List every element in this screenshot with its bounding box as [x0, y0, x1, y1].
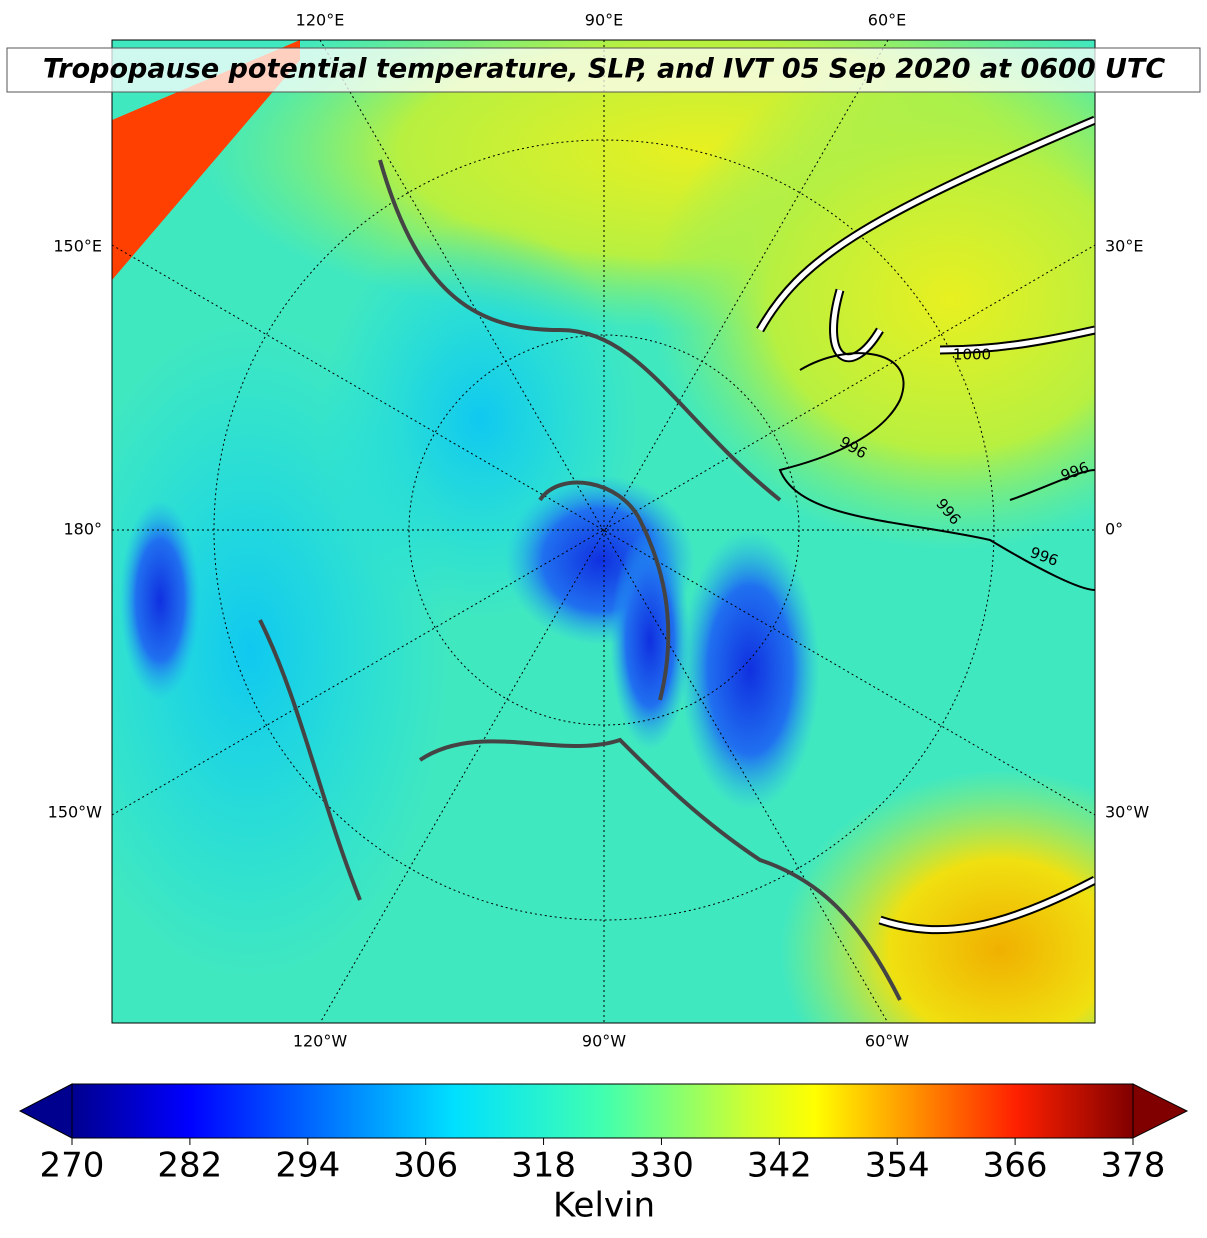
colorbar-tick-label: 354 — [865, 1146, 930, 1186]
cold-core — [120, 500, 200, 700]
colorbar-tick-label: 282 — [157, 1146, 222, 1186]
colorbar-tick-label: 366 — [983, 1146, 1048, 1186]
colorbar-tick-label: 318 — [511, 1146, 576, 1186]
colorbar — [72, 1084, 1133, 1138]
cold-core — [680, 530, 820, 810]
colorbar-tick-label: 270 — [40, 1146, 105, 1186]
slp-contour — [778, 352, 1095, 591]
map-field — [112, 40, 1095, 1023]
lon-label: 30°W — [1105, 803, 1149, 822]
lon-label: 60°E — [868, 11, 906, 30]
cold-core — [610, 530, 690, 750]
lon-label: 120°W — [293, 1032, 348, 1051]
colorbar-tick-label: 294 — [275, 1146, 340, 1186]
colorbar-tick-label: 330 — [629, 1146, 694, 1186]
hot-band — [112, 40, 300, 280]
colorbar-tick-label: 306 — [393, 1146, 458, 1186]
colorbar-label: Kelvin — [553, 1186, 655, 1226]
lon-label: 30°E — [1105, 237, 1143, 256]
contour-label: 1000 — [953, 346, 991, 364]
colorbar-extend-high — [1132, 1083, 1189, 1139]
colorbar-tick-label: 378 — [1101, 1146, 1166, 1186]
warm-area — [650, 50, 1095, 550]
lon-label: 60°W — [865, 1032, 909, 1051]
lon-label: 0° — [1105, 520, 1123, 539]
colorbar-tick-label: 342 — [747, 1146, 812, 1186]
title-box — [6, 47, 1201, 93]
lon-label: 180° — [63, 520, 102, 539]
coastline — [378, 159, 782, 701]
meridian — [112, 40, 1095, 1023]
coordinate-labels: 120°E 90°E 60°E 120°W 90°W 60°W 150°E 180° 150°W… — [48, 11, 1150, 1051]
lon-label: 90°E — [585, 11, 623, 30]
lon-label: 120°E — [296, 11, 345, 30]
colorbar-extend-low — [18, 1083, 73, 1139]
lon-label: 150°W — [48, 803, 103, 822]
lon-label: 90°W — [582, 1032, 626, 1051]
map-title: Tropopause potential temperature, SLP, a… — [43, 54, 1166, 85]
coastline — [258, 619, 902, 1001]
lon-label: 150°E — [53, 237, 102, 256]
colorbar-frame — [71, 1083, 1134, 1139]
map-frame — [111, 39, 1096, 1024]
warm-area — [780, 770, 1095, 1023]
